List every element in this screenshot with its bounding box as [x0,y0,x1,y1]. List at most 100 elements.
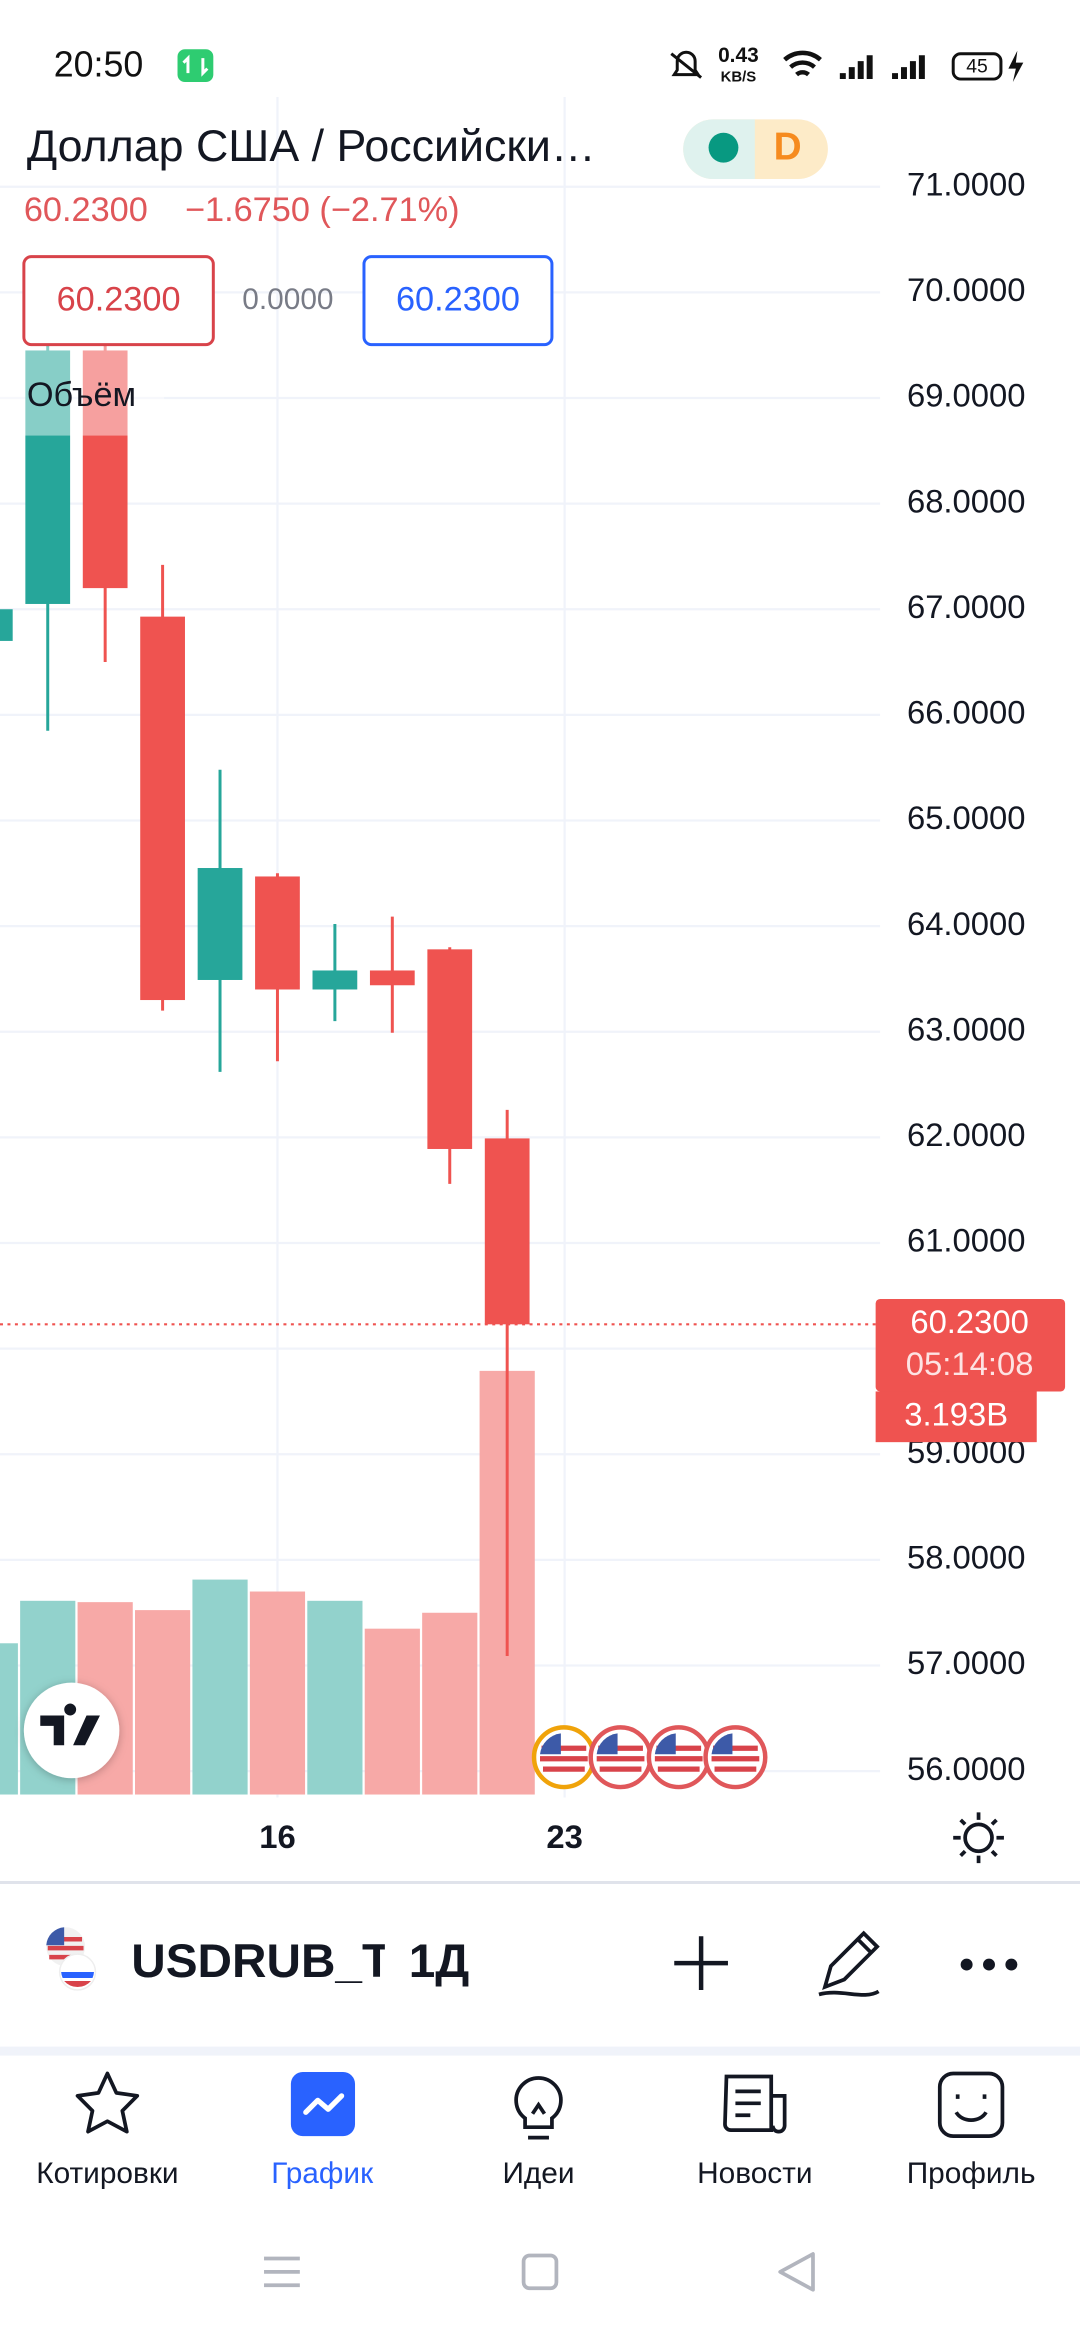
candle-body [484,1138,530,1325]
y-tick-label: 57.0000 [907,1644,1026,1681]
back-key[interactable] [778,2252,815,2292]
header-price: 60.2300 [24,191,148,229]
event-flag-canton [654,1733,676,1755]
add-button[interactable] [674,1936,728,1990]
more-button[interactable] [960,1958,1018,1971]
ideas-icon [514,2076,563,2140]
volume-label-box [875,1391,1037,1443]
bottom-nav: Котировки График Идеи Новости Профиль [36,2157,1035,2190]
event-icon[interactable] [703,1725,768,1790]
nav-label[interactable]: Идеи [502,2157,574,2190]
event-icon[interactable] [531,1725,596,1790]
symbol-button[interactable]: USDRUB_TC [46,1927,425,1991]
price-label: 60.2300 [910,1303,1029,1340]
nav-label[interactable]: Новости [697,2157,812,2190]
sun-rays [953,1812,1004,1864]
event-flag-canton [711,1733,733,1755]
news-icon [723,2074,787,2134]
draw-button[interactable] [818,1930,880,1997]
candle-body [255,876,300,990]
plot [0,345,535,1795]
logo-circle [23,1682,120,1779]
quotes-icon [75,2071,140,2134]
flag-ru-red [64,1980,91,1988]
buy-button[interactable]: 60.2300 [362,255,554,347]
y-tick-label: 63.0000 [907,1010,1026,1047]
theme-button[interactable] [953,1812,1004,1864]
candle-body [140,616,185,1001]
bid-price: 60.2300 [57,280,181,318]
volume-legend: Объём [27,376,136,414]
sun-core [963,1822,994,1854]
battery-icon [951,52,1003,81]
y-tick-label: 68.0000 [907,482,1026,519]
event-icon[interactable] [588,1725,653,1790]
symbol: USDRUB_TC [131,1935,425,1988]
candle-body [82,350,128,589]
sell-button[interactable]: 60.2300 [22,255,215,347]
y-tick-label: 65.0000 [907,799,1026,836]
nav-label[interactable]: Котировки [36,2157,178,2190]
price-label-box [875,1298,1066,1392]
volume-bar [364,1628,420,1795]
y-tick-label: 66.0000 [907,694,1026,731]
interval-badge: D [774,125,802,168]
y-tick-label: 58.0000 [907,1539,1026,1576]
y-tick-label: 61.0000 [907,1222,1026,1259]
profile-face [954,2094,988,2122]
net-speed: 0.43 [718,44,759,67]
y-tick-label: 64.0000 [907,905,1026,942]
buy-box [362,255,554,347]
y-axis: 71.0000 70.0000 69.0000 68.0000 67.0000 66.00… [907,165,1026,1786]
interval-pill[interactable]: D [683,119,828,180]
battery-level: 45 [966,55,988,77]
nav-label[interactable]: График [271,2157,374,2190]
legend-overlay [0,346,165,436]
flag-ru-blue [61,1972,94,1979]
candle-body [369,970,415,986]
candle-body [427,949,473,1149]
candle-body [25,350,71,604]
volume-bar [192,1579,248,1795]
volume-label: 3.193B [904,1395,1008,1432]
events [531,1725,768,1790]
status-time: 20:50 [54,45,144,85]
volume-bar [307,1600,363,1795]
nav-label[interactable]: Профиль [907,2157,1036,2190]
event-flag-canton [540,1733,561,1755]
dot [960,1958,973,1971]
market-status-dot [708,132,739,163]
y-tick-label: 67.0000 [907,588,1026,625]
event-icon[interactable] [646,1725,711,1790]
y-tick-label: 62.0000 [907,1116,1026,1153]
notification-icon [177,49,214,83]
candle-body [312,970,358,990]
net-speed-unit: KB/S [721,70,757,86]
menu-key[interactable] [264,2256,300,2288]
spread: 0.0000 [242,283,333,316]
volume-bar [135,1610,191,1795]
wifi-icon [783,50,822,77]
chart-icon-glyph [303,2093,345,2115]
divider [0,2046,1080,2056]
home-key[interactable] [521,2253,559,2291]
logo-glyph [40,1703,100,1746]
x-tick-label: 23 [546,1818,582,1855]
tradingview-logo[interactable] [23,1682,120,1779]
x-tick-label: 16 [259,1818,295,1855]
y-tick-label: 70.0000 [907,271,1026,308]
event-flag-canton [596,1733,618,1755]
header-change: −1.6750 (−2.71%) [185,191,460,229]
profile-icon [937,2071,1005,2138]
flag-us-canton [46,1927,65,1946]
sell-box [22,255,215,347]
signal-icons [839,55,925,80]
notification-glyph [182,54,209,77]
dot [1005,1958,1018,1971]
y-tick-label: 69.0000 [907,377,1026,414]
interval[interactable]: 1Д [409,1935,470,1988]
symbol-title: Доллар США / Российски… [27,121,596,171]
